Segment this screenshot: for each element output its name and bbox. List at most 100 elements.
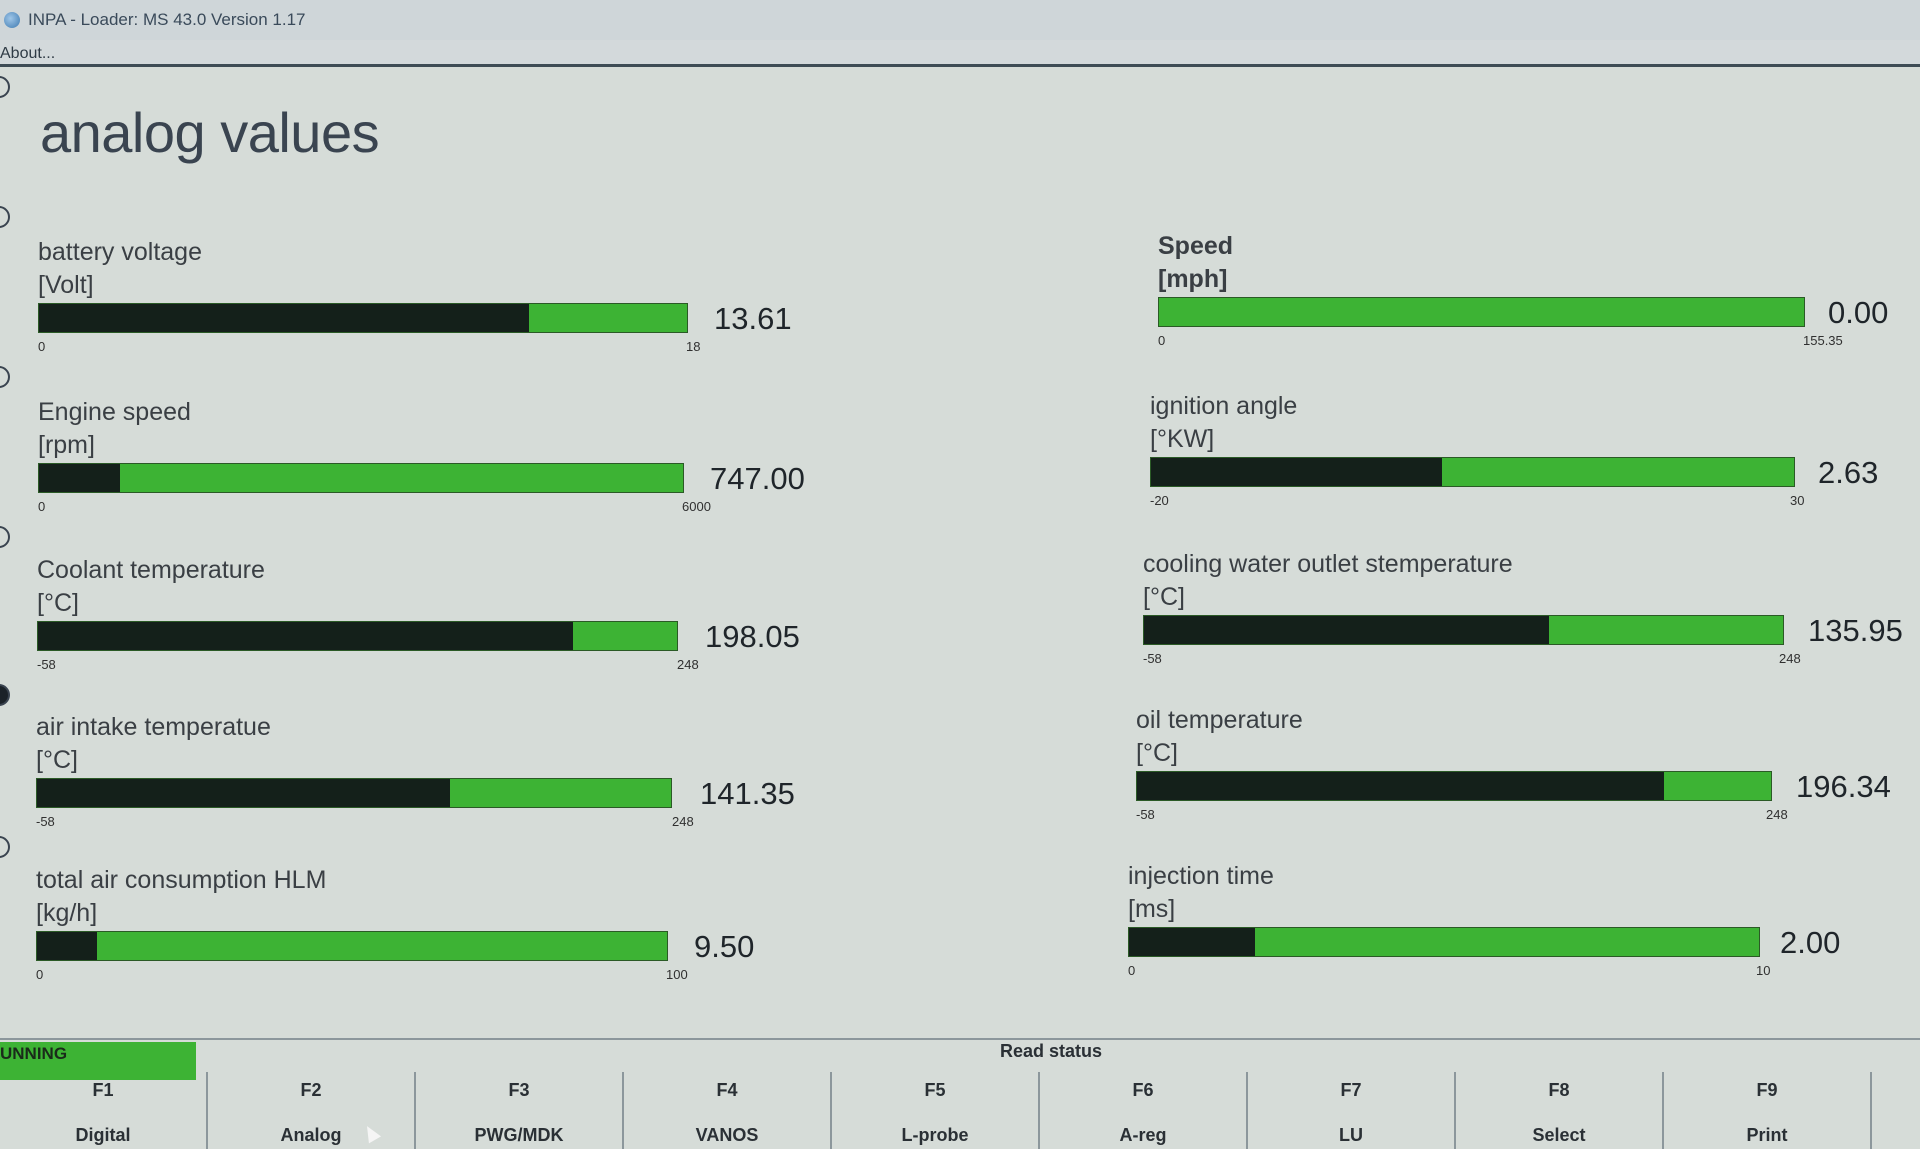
gauge-max: 248: [1779, 651, 1801, 666]
page-title: analog values: [40, 101, 380, 164]
fkey-key: F2: [300, 1080, 322, 1100]
gauge-bar: [1143, 615, 1784, 645]
fkey-f6-button[interactable]: F6 A-reg: [1040, 1072, 1248, 1149]
fkey-key: F5: [924, 1080, 946, 1100]
fkey-f1-button[interactable]: F1 Digital: [0, 1072, 208, 1149]
menu-bar: About...: [0, 40, 1920, 67]
fkey-label: VANOS: [695, 1125, 759, 1145]
gauge-bar: [37, 621, 678, 651]
gauge-unit: [rpm]: [38, 431, 95, 459]
gauge-fill: [1144, 616, 1550, 644]
gauge-label: Speed: [1158, 232, 1234, 260]
function-key-bar: F1 Digital F2 Analog F3 PWG/MDK F4 VANOS…: [0, 1072, 1920, 1149]
gauge-fill: [39, 464, 120, 492]
gauge-label: Coolant temperature: [37, 556, 265, 584]
fkey-label: Analog: [280, 1125, 342, 1145]
radio-icon[interactable]: [0, 526, 10, 548]
gauge-value: 196.34: [1796, 769, 1891, 804]
fkey-f9-button[interactable]: F9 Print: [1664, 1072, 1872, 1149]
gauge-max: 100: [666, 967, 688, 982]
gauge-label: cooling water outlet stemperature: [1143, 550, 1513, 578]
gauge-bar: [36, 931, 668, 961]
gauge-min: 0: [38, 499, 46, 514]
gauge-min: -58: [36, 814, 55, 829]
fkey-label: A-reg: [1119, 1125, 1167, 1145]
fkey-f3-button[interactable]: F3 PWG/MDK: [416, 1072, 624, 1149]
fkey-key: F1: [92, 1080, 114, 1100]
fkey-f5-button[interactable]: F5 L-probe: [832, 1072, 1040, 1149]
gauge-value: 747.00: [710, 461, 805, 496]
gauge-min: 0: [1158, 333, 1166, 348]
gauge-fill: [39, 304, 529, 332]
gauge-bar: [36, 778, 672, 808]
radio-icon[interactable]: [0, 836, 10, 858]
fkey-label: Print: [1746, 1125, 1788, 1145]
gauge-label: oil temperature: [1136, 706, 1303, 734]
fkey-label: LU: [1339, 1125, 1363, 1145]
gauge-label: ignition angle: [1150, 392, 1298, 420]
status-divider: [0, 1038, 1920, 1040]
gauge-bar: [38, 463, 684, 493]
gauge-label: injection time: [1128, 862, 1274, 890]
gauge-bar: [1150, 457, 1795, 487]
gauge-value: 141.35: [700, 776, 795, 811]
gauge-value: 135.95: [1808, 613, 1903, 648]
fkey-key: F6: [1132, 1080, 1154, 1100]
gauge-min: -58: [1136, 807, 1155, 822]
fkey-key: F9: [1756, 1080, 1778, 1100]
fkey-key: F7: [1340, 1080, 1362, 1100]
gauge-label: battery voltage: [38, 238, 202, 266]
gauge-min: 0: [38, 339, 46, 354]
gauge-min: -58: [1143, 651, 1162, 666]
gauge-bar: [1158, 297, 1805, 327]
gauge-fill: [1129, 928, 1255, 956]
gauge-fill: [1151, 458, 1443, 486]
gauge-unit: [kg/h]: [36, 899, 98, 927]
gauge-label: total air consumption HLM: [36, 866, 327, 894]
gauge-value: 9.50: [694, 929, 755, 964]
gauge-unit: [Volt]: [38, 271, 94, 299]
gauge-unit: [°KW]: [1150, 425, 1215, 453]
radio-icon[interactable]: [0, 366, 10, 388]
fkey-label: Digital: [75, 1125, 131, 1145]
fkey-key: F3: [508, 1080, 530, 1100]
fkey-f2-button[interactable]: F2 Analog: [208, 1072, 416, 1149]
gauge-min: 0: [1128, 963, 1136, 978]
gauge-fill: [37, 779, 450, 807]
gauge-value: 198.05: [705, 619, 800, 654]
gauge-min: -20: [1150, 493, 1169, 508]
gauge-bar: [1128, 927, 1760, 957]
radio-icon[interactable]: [0, 76, 10, 98]
gauge-max: 248: [677, 657, 699, 672]
gauge-max: 155.35: [1803, 333, 1843, 348]
gauge-unit: [ms]: [1128, 895, 1176, 923]
gauge-max: 18: [686, 339, 701, 354]
gauge-unit: [°C]: [37, 589, 79, 617]
window-title: INPA - Loader: MS 43.0 Version 1.17: [28, 10, 306, 29]
fkey-f7-button[interactable]: F7 LU: [1248, 1072, 1456, 1149]
gauge-label: Engine speed: [38, 398, 191, 426]
gauge-unit: [°C]: [36, 746, 78, 774]
app-icon: [4, 12, 20, 28]
status-read-label: Read status: [1000, 1041, 1103, 1061]
gauge-fill: [38, 622, 573, 650]
gauge-value: 0.00: [1828, 295, 1889, 330]
gauge-fill: [37, 932, 97, 960]
gauge-label: air intake temperatue: [36, 713, 271, 741]
gauge-max: 30: [1790, 493, 1805, 508]
gauge-min: 0: [36, 967, 44, 982]
radio-icon[interactable]: [0, 206, 10, 228]
fkey-key: F8: [1548, 1080, 1570, 1100]
gauge-value: 2.63: [1818, 455, 1879, 490]
menu-about[interactable]: About...: [0, 45, 56, 62]
fkey-label: PWG/MDK: [474, 1125, 564, 1145]
gauge-bar: [38, 303, 688, 333]
fkey-f8-button[interactable]: F8 Select: [1456, 1072, 1664, 1149]
gauge-unit: [°C]: [1136, 739, 1178, 767]
title-bar: INPA - Loader: MS 43.0 Version 1.17: [0, 0, 1920, 41]
radio-icon-selected[interactable]: [0, 684, 10, 706]
gauge-fill: [1137, 772, 1664, 800]
gauge-max: 248: [1766, 807, 1788, 822]
gauge-bar: [1136, 771, 1772, 801]
fkey-f4-button[interactable]: F4 VANOS: [624, 1072, 832, 1149]
